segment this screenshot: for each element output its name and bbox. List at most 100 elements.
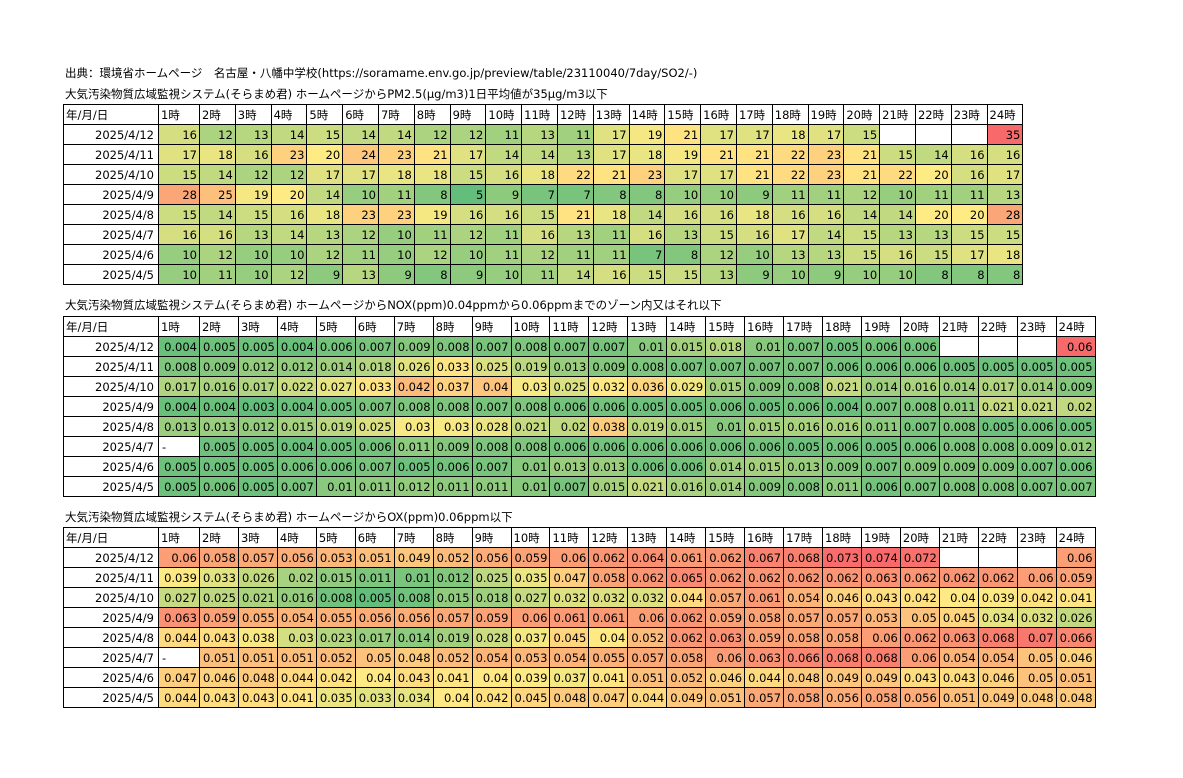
value-cell: 0.009 [588,356,629,377]
value-cell: 0.008 [432,396,473,417]
value-cell: 0.027 [158,587,200,608]
value-cell: 0.008 [938,436,979,457]
value-cell: 0.053 [315,547,356,568]
value-cell: 20 [914,164,952,185]
value-cell: 0.006 [899,436,940,457]
value-cell: 13 [664,224,702,245]
value-cell: 15 [521,204,558,225]
value-cell: 0.005 [938,356,979,377]
value-cell: 0.015 [705,376,746,397]
value-cell [938,547,979,568]
value-cell: 19 [413,204,451,225]
header-hour: 21時 [938,527,979,548]
header-hour: 16時 [744,316,785,337]
value-cell: 14 [485,144,523,165]
value-cell: 0.021 [822,376,862,397]
value-cell: 0.014 [1016,376,1057,397]
header-hour: 6時 [354,316,395,337]
value-cell: 0.021 [977,396,1018,417]
value-cell: 0.046 [705,667,746,688]
value-cell: 15 [950,224,988,245]
table-row: 2025/4/11 17 18 16 23 20 24 23 21 17 14 14 13 17 18 19 2… [63,144,1024,165]
table-row: 2025/4/8 0.013 0.013 0.012 0.015 0.019 0.025 0.… [63,416,1096,437]
header-hour: 15時 [705,527,746,548]
value-cell: 0.043 [199,687,239,708]
header-hour: 22時 [977,316,1018,337]
value-cell: 0.042 [471,687,512,708]
value-cell: 0.005 [783,436,823,457]
value-cell: 0.062 [899,627,940,648]
value-cell: 0.023 [315,627,356,648]
value-cell: 0.053 [510,647,551,668]
value-cell: 13 [771,244,809,265]
value-cell [879,124,916,145]
value-cell: 0.04 [471,667,512,688]
value-cell: 8 [413,184,451,205]
value-cell: 0.056 [393,607,434,628]
value-cell: 13 [700,264,737,285]
value-cell: 21 [735,144,773,165]
value-cell: 0.015 [315,567,356,588]
row-date: 2025/4/12 [63,336,159,357]
value-cell: 13 [521,124,558,145]
header-hour: 7時 [377,104,415,125]
value-cell: 0.007 [744,356,785,377]
value-cell: 0.016 [899,376,940,397]
table-row: 2025/4/5 10 11 10 12 9 13 9 8 9 10 11 14 16 15 15 13 9 10 9… [63,264,1024,285]
value-cell: 0.007 [899,416,940,437]
value-cell: 23 [807,144,845,165]
header-hour: 8時 [432,316,473,337]
value-cell [1016,547,1057,568]
value-cell: 0.044 [158,687,200,708]
value-cell: 0.009 [899,456,940,477]
value-cell: 25 [199,184,236,205]
value-cell: 0.054 [938,647,979,668]
value-cell: 10 [270,244,308,265]
table-row: 2025/4/12 0.004 0.005 0.005 0.004 0.006 0.007 0… [63,336,1096,357]
header-hour: 20時 [843,104,881,125]
value-cell: 0.004 [276,396,317,417]
value-cell: 0.062 [666,607,707,628]
value-cell: 0.045 [549,627,590,648]
value-cell: 0.005 [237,336,278,357]
value-cell: 0.043 [199,627,239,648]
header-hour: 7時 [393,316,434,337]
header-hour: 23時 [1016,527,1057,548]
header-hour: 14時 [628,104,666,125]
value-cell: 8 [413,264,451,285]
value-cell: 0.021 [627,476,668,497]
header-hour: 3時 [237,527,278,548]
value-cell: 0.007 [860,396,901,417]
value-cell: 0.006 [899,356,940,377]
value-cell: 12 [234,164,272,185]
value-cell: 0.056 [822,687,862,708]
value-cell: 17 [950,244,988,265]
value-cell [977,547,1018,568]
value-cell: 0.006 [860,356,901,377]
value-cell: 0.021 [1016,396,1057,417]
value-cell: 0.06 [549,547,590,568]
value-cell: 0.009 [822,456,862,477]
value-cell: 0.012 [276,356,317,377]
value-cell: 16 [199,224,236,245]
value-cell: 0.057 [705,587,746,608]
value-cell: 23 [377,204,415,225]
value-cell: 0.049 [666,687,707,708]
value-cell: 0.035 [315,687,356,708]
value-cell: 0.01 [705,416,746,437]
value-cell: 0.039 [158,567,200,588]
value-cell: 0.013 [783,456,823,477]
value-cell: 23 [342,204,379,225]
value-cell: 0.063 [744,647,785,668]
value-cell: 18 [986,244,1024,265]
value-cell: 0.012 [393,476,434,497]
value-cell: 28 [158,184,200,205]
value-cell: 21 [843,144,881,165]
row-date: 2025/4/12 [63,547,159,568]
value-cell: 13 [234,224,272,245]
header-hour: 4時 [276,316,317,337]
value-cell: 15 [158,164,200,185]
header-hour: 2時 [199,104,236,125]
value-cell: 0.005 [393,456,434,477]
value-cell: 14 [879,204,916,225]
